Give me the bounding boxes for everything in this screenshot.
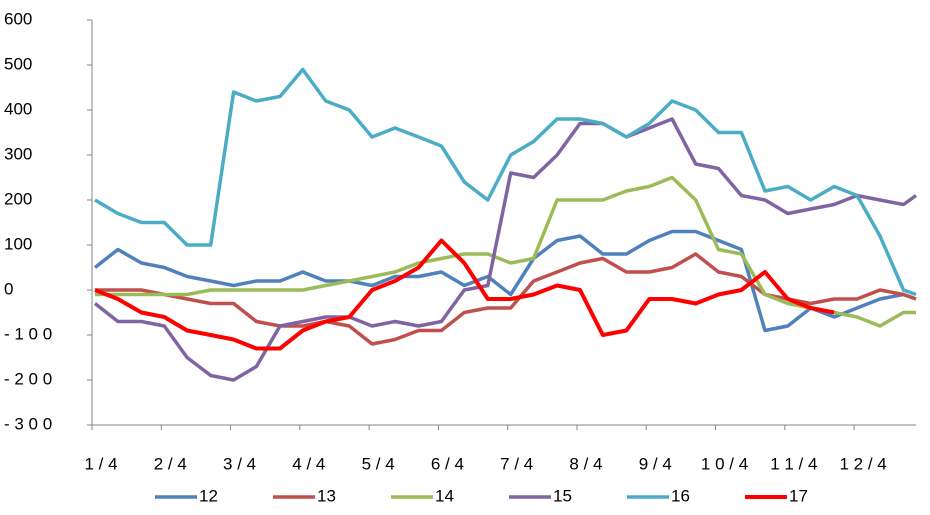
y-tick-label: 500 [4,54,32,73]
y-tick-label: 600 [4,9,32,28]
series-line [93,117,918,382]
y-tick-label: 0 [4,279,13,298]
x-tick-label: 5 / 4 [362,454,395,473]
x-tick-label: 1 / 4 [84,454,117,473]
legend-label: 17 [789,486,808,505]
series-line [93,229,917,333]
x-tick-label: 4 / 4 [292,454,325,473]
x-tick-label: 1 0 / 4 [701,454,748,473]
y-tick-label: 200 [4,189,32,208]
series-line [95,175,916,328]
y-tick-label: 400 [4,99,32,118]
x-tick-label: 1 1 / 4 [770,454,817,473]
x-tick-label: 7 / 4 [500,454,533,473]
x-tick-label: 2 / 4 [154,454,187,473]
series-line [94,67,917,297]
y-tick-label: - 3 0 0 [4,414,52,433]
legend-label: 12 [199,486,218,505]
x-tick-label: 9 / 4 [639,454,672,473]
legend-label: 15 [553,486,572,505]
series-line [94,238,835,351]
x-tick-label: 1 2 / 4 [839,454,886,473]
legend-label: 16 [671,486,690,505]
x-tick-label: 3 / 4 [223,454,256,473]
y-tick-label: 100 [4,234,32,253]
x-tick-label: 8 / 4 [569,454,602,473]
y-tick-label: 300 [4,144,32,163]
y-tick-label: - 2 0 0 [4,369,52,388]
x-tick-label: 6 / 4 [431,454,464,473]
legend-label: 14 [435,486,454,505]
legend-label: 13 [317,486,336,505]
y-tick-label: - 1 0 0 [4,324,52,343]
